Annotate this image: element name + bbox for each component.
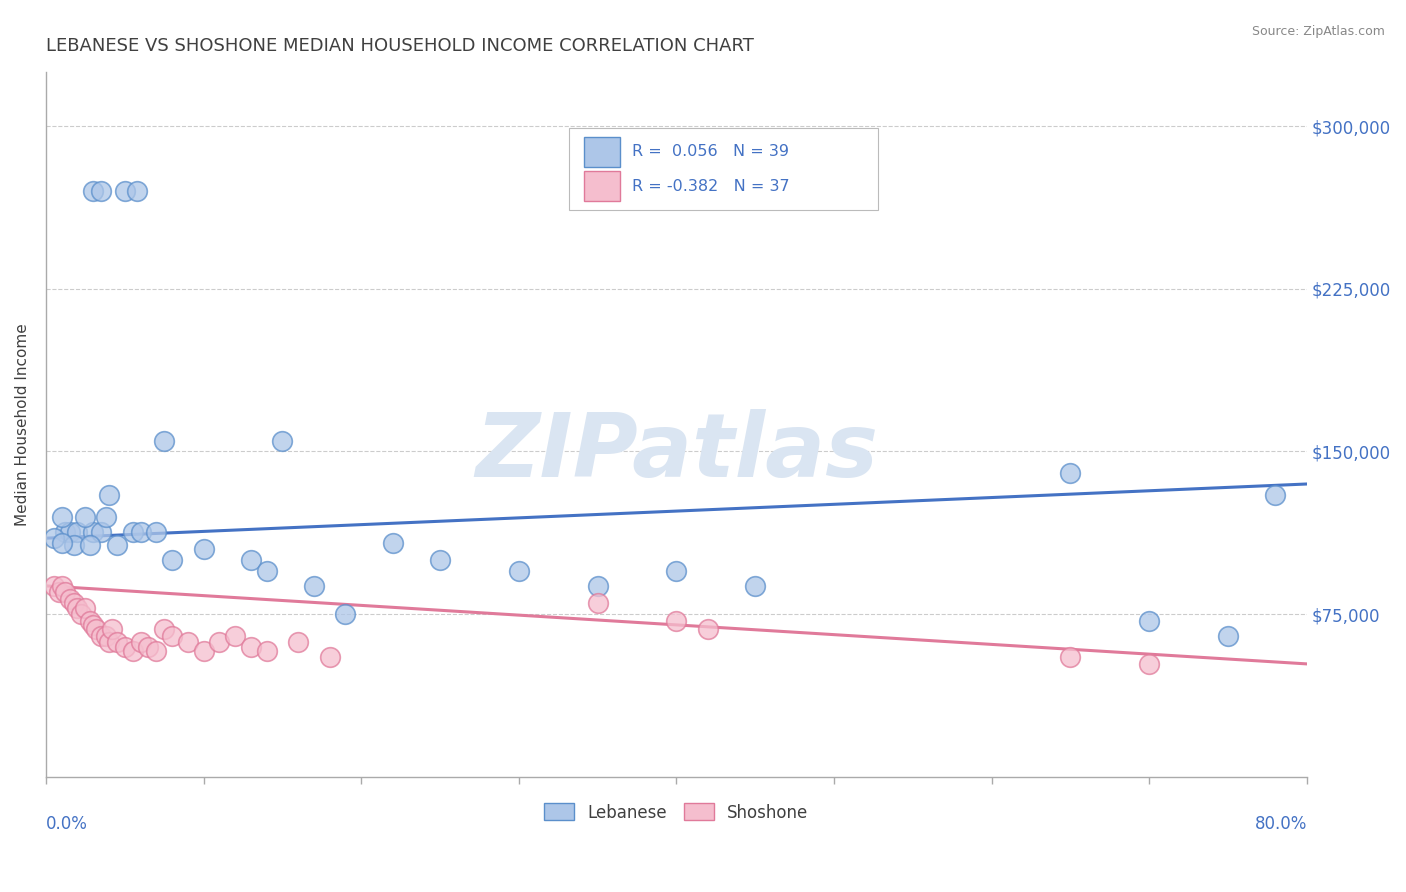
- Point: [79, 614, 101, 628]
- Point: [1216, 629, 1239, 643]
- Point: [75, 600, 97, 615]
- Point: [256, 564, 278, 578]
- Point: [66, 524, 89, 539]
- Point: [145, 644, 167, 658]
- Point: [287, 635, 309, 649]
- Point: [51, 509, 73, 524]
- Point: [114, 640, 136, 654]
- Text: R = -0.382   N = 37: R = -0.382 N = 37: [633, 178, 790, 194]
- Point: [86, 622, 108, 636]
- Point: [665, 614, 688, 628]
- Point: [42, 579, 65, 593]
- Point: [114, 185, 136, 199]
- Point: [82, 185, 104, 199]
- Point: [508, 564, 530, 578]
- Point: [51, 535, 73, 549]
- Point: [138, 640, 160, 654]
- Point: [1137, 657, 1160, 671]
- Point: [53, 585, 76, 599]
- FancyBboxPatch shape: [585, 171, 620, 201]
- Point: [121, 524, 143, 539]
- Point: [82, 524, 104, 539]
- Point: [90, 185, 112, 199]
- Point: [53, 524, 76, 539]
- Point: [153, 434, 176, 448]
- FancyBboxPatch shape: [569, 128, 879, 210]
- Point: [105, 538, 128, 552]
- Point: [1137, 614, 1160, 628]
- Point: [665, 564, 688, 578]
- Point: [1059, 650, 1081, 665]
- Point: [59, 591, 82, 606]
- Point: [224, 629, 246, 643]
- Text: 80.0%: 80.0%: [1254, 815, 1308, 833]
- Text: ZIPatlas: ZIPatlas: [475, 409, 877, 496]
- Point: [193, 644, 215, 658]
- Point: [105, 635, 128, 649]
- Point: [63, 596, 86, 610]
- FancyBboxPatch shape: [585, 137, 620, 167]
- Point: [42, 531, 65, 545]
- Text: Source: ZipAtlas.com: Source: ZipAtlas.com: [1251, 25, 1385, 38]
- Point: [66, 600, 89, 615]
- Point: [1264, 488, 1286, 502]
- Point: [256, 644, 278, 658]
- Point: [94, 629, 117, 643]
- Point: [98, 488, 121, 502]
- Point: [63, 538, 86, 552]
- Point: [153, 622, 176, 636]
- Point: [129, 635, 152, 649]
- Point: [193, 541, 215, 556]
- Point: [239, 640, 262, 654]
- Text: R =  0.056   N = 39: R = 0.056 N = 39: [633, 145, 789, 160]
- Point: [586, 579, 609, 593]
- Point: [90, 629, 112, 643]
- Point: [239, 553, 262, 567]
- Point: [318, 650, 340, 665]
- Point: [127, 185, 149, 199]
- Legend: Lebanese, Shoshone: Lebanese, Shoshone: [537, 797, 815, 828]
- Point: [69, 607, 91, 621]
- Point: [101, 622, 124, 636]
- Point: [79, 538, 101, 552]
- Point: [160, 553, 183, 567]
- Point: [82, 618, 104, 632]
- Point: [381, 535, 404, 549]
- Point: [744, 579, 766, 593]
- Point: [59, 524, 82, 539]
- Point: [98, 635, 121, 649]
- Point: [429, 553, 451, 567]
- Point: [48, 585, 70, 599]
- Point: [208, 635, 231, 649]
- Point: [697, 622, 720, 636]
- Text: 0.0%: 0.0%: [46, 815, 87, 833]
- Point: [75, 509, 97, 524]
- Point: [121, 644, 143, 658]
- Point: [302, 579, 325, 593]
- Point: [271, 434, 294, 448]
- Point: [586, 596, 609, 610]
- Point: [145, 524, 167, 539]
- Point: [51, 579, 73, 593]
- Point: [160, 629, 183, 643]
- Point: [335, 607, 357, 621]
- Point: [1059, 466, 1081, 480]
- Point: [177, 635, 200, 649]
- Text: LEBANESE VS SHOSHONE MEDIAN HOUSEHOLD INCOME CORRELATION CHART: LEBANESE VS SHOSHONE MEDIAN HOUSEHOLD IN…: [46, 37, 754, 55]
- Y-axis label: Median Household Income: Median Household Income: [15, 323, 30, 525]
- Point: [90, 524, 112, 539]
- Point: [129, 524, 152, 539]
- Point: [94, 509, 117, 524]
